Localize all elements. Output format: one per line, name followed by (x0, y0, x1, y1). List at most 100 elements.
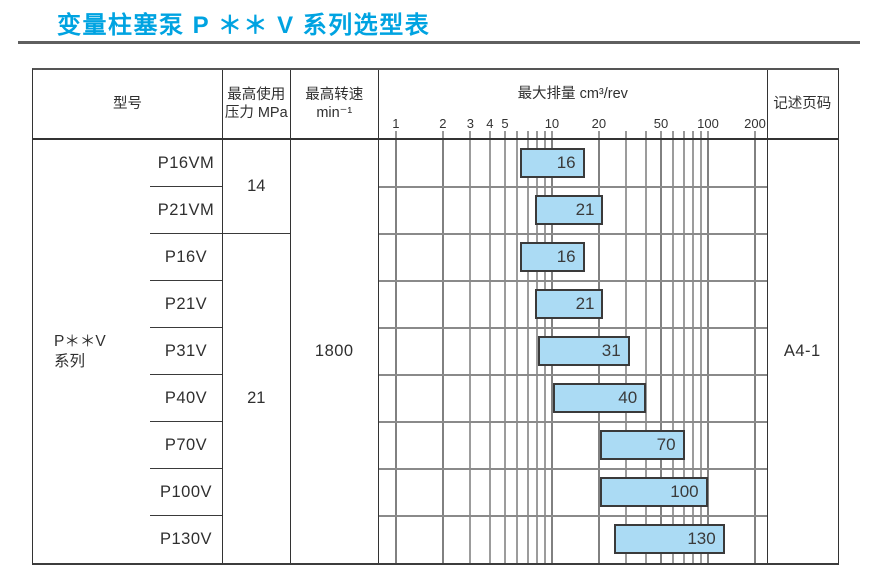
gridline-60 (672, 140, 674, 563)
max-speed-value: 1800 (314, 342, 354, 360)
axis-tick-50 (660, 131, 662, 138)
displacement-bar-p31v: 31 (537, 336, 630, 366)
chart-row-divider (379, 233, 767, 235)
axis-tick-20 (598, 131, 600, 138)
displacement-bar-p16vm: 16 (519, 148, 585, 178)
header-pressure-line2: 压力 MPa (224, 105, 288, 121)
chart-row-divider (379, 280, 767, 282)
title-underline (18, 41, 860, 44)
page-ref-value: A4-1 (783, 342, 821, 360)
model-cell-p16v: P16V (150, 234, 222, 281)
displacement-bar-p21vm: 21 (535, 195, 604, 225)
pressure-cell-14: 14 (223, 140, 290, 234)
axis-tick-3 (469, 131, 471, 138)
displacement-chart: 16 21 16 21 31 40 70 100 130 (379, 140, 767, 563)
model-cell-p70v: P70V (150, 422, 222, 469)
chart-row-divider (379, 327, 767, 329)
axis-tick-6 (516, 131, 518, 138)
axis-tick-30 (625, 131, 627, 138)
axis-label-20: 20 (591, 116, 607, 131)
axis-label-200: 200 (744, 116, 766, 131)
series-label: P＊＊V 系列 (33, 140, 150, 563)
displacement-bar-p16v: 16 (519, 242, 585, 272)
model-cell-p21vm: P21VM (150, 187, 222, 234)
page-title: 变量柱塞泵 P ＊＊ V 系列选型表 (57, 12, 431, 39)
gridline-8 (536, 140, 538, 563)
series-label-line1: P＊＊V (54, 332, 106, 350)
gridline-40 (645, 140, 647, 563)
gridline-3 (469, 140, 471, 563)
chart-row-divider (379, 515, 767, 517)
axis-label-5: 5 (501, 116, 509, 131)
model-cell-p100v: P100V (150, 469, 222, 516)
chart-column: 16 21 16 21 31 40 70 100 130 (378, 140, 767, 563)
axis-tick-8 (536, 131, 538, 138)
axis-tick-80 (692, 131, 694, 138)
model-cell-p40v: P40V (150, 375, 222, 422)
axis-tick-100 (707, 131, 709, 138)
displacement-bar-p130v: 130 (613, 524, 725, 554)
gridline-100 (707, 140, 709, 563)
axis-label-100: 100 (697, 116, 719, 131)
table-header-row: 型号 最高使用 压力 MPa 最高转速 min⁻¹ 最大排量 cm³/rev 1… (33, 70, 838, 140)
gridline-80 (692, 140, 694, 563)
header-model-label: 型号 (113, 96, 142, 112)
series-label-line2: 系列 (54, 352, 86, 370)
model-name-cells: P16VM P21VM P16V P21V P31V P40V P70V P100V P130V (150, 140, 222, 563)
model-cell-p16vm: P16VM (150, 140, 222, 187)
axis-tick-60 (672, 131, 674, 138)
model-cell-p130v: P130V (159, 530, 213, 548)
pressure-column: 14 21 (222, 140, 290, 563)
axis-label-3: 3 (466, 116, 474, 131)
chart-row-divider (379, 186, 767, 188)
axis-tick-40 (645, 131, 647, 138)
chart-row-divider (379, 468, 767, 470)
gridline-2 (441, 140, 444, 563)
axis-tick-5 (504, 131, 506, 138)
header-speed-line2: min⁻¹ (316, 105, 353, 121)
gridline-1 (394, 140, 397, 563)
header-pressure: 最高使用 压力 MPa (222, 70, 290, 138)
page-column: A4-1 (766, 140, 838, 563)
axis-label-10: 10 (544, 116, 560, 131)
axis-tick-7 (527, 131, 529, 138)
displacement-bar-p70v: 70 (599, 430, 685, 460)
chart-row-divider (379, 374, 767, 376)
header-displacement: 最大排量 cm³/rev 1 2 3 4 5 10 20 50 100 200 (378, 70, 767, 138)
model-cell-p31v: P31V (150, 328, 222, 375)
axis-label-1: 1 (392, 116, 400, 131)
header-model: 型号 (33, 70, 222, 138)
displacement-axis-title: 最大排量 cm³/rev (517, 86, 628, 102)
gridline-5 (504, 140, 506, 563)
header-page: 记述页码 (766, 70, 838, 138)
gridline-6 (516, 140, 518, 563)
axis-tick-1 (395, 131, 397, 138)
axis-label-4: 4 (486, 116, 494, 131)
gridline-200 (753, 140, 756, 563)
axis-tick-4 (489, 131, 491, 138)
axis-tick-2 (442, 131, 444, 138)
gridline-90 (700, 140, 702, 563)
displacement-bar-p40v: 40 (553, 383, 647, 413)
selection-table: 型号 最高使用 压力 MPa 最高转速 min⁻¹ 最大排量 cm³/rev 1… (32, 68, 839, 565)
speed-column: 1800 (289, 140, 379, 563)
gridline-4 (489, 140, 491, 563)
header-speed: 最高转速 min⁻¹ (289, 70, 379, 138)
axis-label-50: 50 (653, 116, 669, 131)
axis-tick-70 (683, 131, 685, 138)
gridline-7 (527, 140, 529, 563)
axis-tick-90 (700, 131, 702, 138)
header-pressure-line1: 最高使用 (227, 87, 286, 103)
axis-tick-10 (551, 131, 553, 138)
header-speed-line1: 最高转速 (305, 87, 364, 103)
displacement-axis-scale: 1 2 3 4 5 10 20 50 100 200 (379, 70, 767, 138)
chart-row-divider (379, 421, 767, 423)
model-cell-p21v: P21V (150, 281, 222, 328)
table-body: P＊＊V 系列 P16VM P21VM P16V P21V P31V P40V P70V P1… (33, 140, 838, 563)
axis-tick-9 (544, 131, 546, 138)
displacement-bar-p21v: 21 (535, 289, 604, 319)
gridline-50 (660, 140, 663, 563)
pressure-cell-21: 21 (247, 389, 266, 407)
gridline-70 (683, 140, 685, 563)
